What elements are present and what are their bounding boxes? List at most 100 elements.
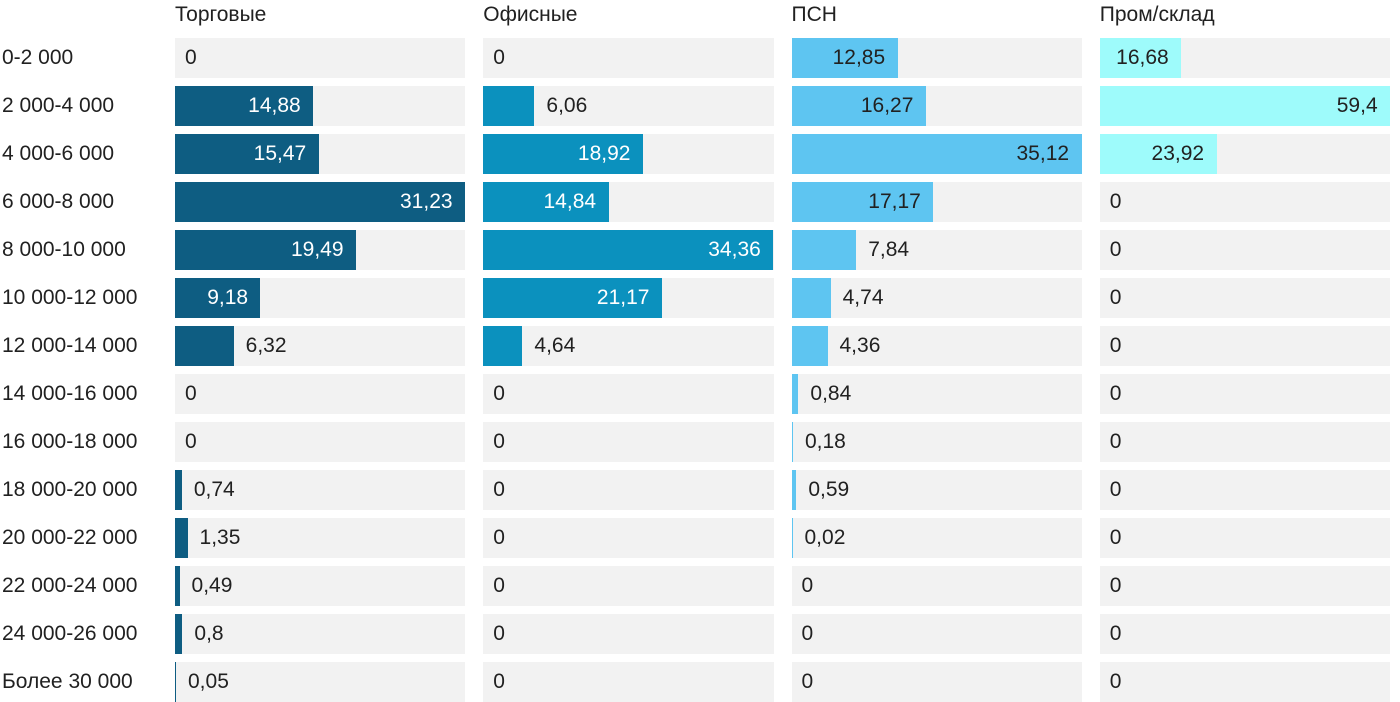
bar	[1099, 38, 1182, 78]
bar-value-label: 16,68	[1116, 46, 1169, 69]
bar-track: 6,32	[175, 326, 466, 366]
bar-track: 19,49	[175, 230, 466, 270]
bar-value-label: 0,74	[193, 478, 235, 501]
series-header-2: Офисные	[483, 3, 578, 26]
bar-value-label: 19,49	[290, 238, 344, 261]
bar-track: 35,12	[791, 134, 1082, 174]
series-header-4: Пром/склад	[1099, 3, 1215, 26]
bar-track: 0	[483, 566, 774, 606]
bar-value-label: 9,18	[207, 286, 249, 309]
bar-track: 31,23	[175, 182, 466, 222]
bar-track: 4,74	[791, 278, 1082, 318]
bar-value-label: 0	[185, 46, 197, 69]
bar-track: 0	[1099, 374, 1390, 414]
bar-value-label: 21,17	[596, 286, 650, 309]
bar-track: 0,49	[175, 566, 466, 606]
row-label: 8 000-10 000	[2, 238, 126, 261]
bar-track: 0	[1099, 230, 1390, 270]
bar-track: 1,35	[175, 518, 466, 558]
bar-track: 16,68	[1099, 38, 1390, 78]
bar-value-label: 0	[801, 574, 814, 597]
bar	[483, 326, 523, 366]
bar-track: 59,4	[1099, 86, 1390, 126]
bar-value-label: 0	[1109, 478, 1122, 501]
bar-value-label: 0,84	[810, 382, 852, 405]
bar-track: 14,84	[483, 182, 774, 222]
bar-track: 23,92	[1099, 134, 1390, 174]
row-label: 6 000-8 000	[2, 190, 115, 213]
bar-value-label: 0	[493, 46, 505, 69]
bar-track: 21,17	[483, 278, 774, 318]
bar	[791, 422, 793, 462]
bar	[791, 38, 898, 78]
bar-value-label: 4,36	[839, 334, 881, 357]
bar-value-label: 0	[801, 670, 814, 693]
bar-track: 0	[791, 566, 1082, 606]
bar-track: 0	[175, 374, 466, 414]
bar-track: 0	[483, 662, 774, 702]
bar	[483, 182, 609, 222]
bar-track: 0,18	[791, 422, 1082, 462]
row-label: 0-2 000	[2, 46, 74, 69]
bar	[791, 374, 799, 414]
bar	[175, 134, 319, 174]
bar-value-label: 4,64	[534, 334, 576, 357]
bar	[175, 518, 188, 558]
bar-value-label: 17,17	[868, 190, 921, 213]
bar-track: 0	[1099, 326, 1390, 366]
bar-track: 0	[791, 614, 1082, 654]
bar-value-label: 59,4	[1336, 94, 1378, 117]
bar-value-label: 0	[1109, 526, 1122, 549]
bar-value-label: 0,05	[188, 670, 229, 693]
bar-value-label: 0	[1109, 430, 1122, 453]
bar-track: 0,02	[791, 518, 1082, 558]
bar-value-label: 0	[1109, 574, 1122, 597]
bar-value-label: 0	[1109, 622, 1122, 645]
bar-track: 0	[483, 614, 774, 654]
row-label: 12 000-14 000	[2, 334, 138, 357]
bar	[1099, 134, 1217, 174]
bar-value-label: 35,12	[1016, 142, 1070, 165]
bar-value-label: 0	[185, 430, 197, 453]
bar	[175, 566, 180, 606]
bar-value-label: 0	[1109, 382, 1122, 405]
bar-value-label: 0	[493, 526, 505, 549]
bar-value-label: 0,59	[808, 478, 850, 501]
row-label: 14 000-16 000	[2, 382, 138, 405]
row-label: 2 000-4 000	[2, 94, 115, 117]
bar-track: 6,06	[483, 86, 774, 126]
bar-value-label: 6,06	[546, 94, 588, 117]
bar	[175, 230, 356, 270]
row-label: 18 000-20 000	[2, 478, 138, 501]
bar-value-label: 1,35	[199, 526, 241, 549]
bar-track: 14,88	[175, 86, 466, 126]
bar-value-label: 0	[493, 382, 505, 405]
bar-track: 0	[483, 470, 774, 510]
bar	[791, 86, 926, 126]
bar-value-label: 0	[1109, 286, 1122, 309]
series-header-1: Торговые	[175, 3, 267, 26]
bar-track: 34,36	[483, 230, 774, 270]
bar	[175, 662, 176, 702]
bar	[175, 86, 314, 126]
bar-value-label: 16,27	[860, 94, 914, 117]
bar	[483, 230, 774, 270]
bar	[175, 182, 465, 222]
bar	[483, 86, 535, 126]
bar-track: 0,59	[791, 470, 1082, 510]
bar-track: 0	[1099, 278, 1390, 318]
bar	[791, 278, 831, 318]
row-label: 10 000-12 000	[2, 286, 138, 309]
bar	[1099, 86, 1390, 126]
bar	[791, 182, 934, 222]
bar-value-label: 0	[1109, 190, 1122, 213]
bar-value-label: 0	[1109, 238, 1122, 261]
bar-value-label: 0	[185, 382, 197, 405]
bar-track: 0,84	[791, 374, 1082, 414]
bar-track: 0	[1099, 566, 1390, 606]
bar-value-label: 14,84	[543, 190, 597, 213]
bar-track: 0,05	[175, 662, 466, 702]
bar-track: 0	[175, 38, 466, 78]
row-label: Более 30 000	[2, 670, 133, 693]
bar-track: 0	[483, 374, 774, 414]
